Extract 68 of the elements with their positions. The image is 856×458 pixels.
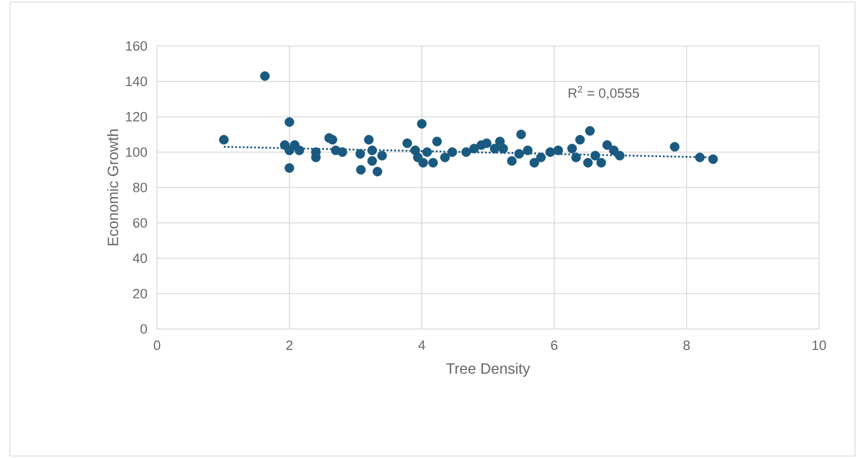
x-tick-label: 6 — [551, 340, 558, 350]
point — [590, 150, 600, 160]
point — [447, 147, 458, 157]
point — [553, 146, 563, 156]
y-tick-label: 40 — [132, 253, 147, 263]
point — [670, 142, 680, 152]
y-tick-label: 160 — [126, 41, 147, 51]
y-tick-label: 100 — [126, 147, 147, 157]
point — [328, 134, 338, 145]
point — [575, 134, 585, 145]
point — [495, 136, 505, 146]
point — [294, 146, 304, 156]
point — [545, 147, 556, 157]
point — [530, 158, 540, 168]
point — [422, 147, 432, 157]
point — [219, 134, 229, 145]
x-tick-label: 4 — [418, 340, 426, 350]
point — [280, 140, 290, 150]
point — [536, 152, 546, 162]
point — [355, 149, 366, 159]
x-tick-label: 10 — [812, 340, 826, 350]
point — [602, 140, 612, 150]
point — [469, 144, 479, 154]
point — [417, 119, 427, 129]
x-tick-label: 8 — [683, 340, 690, 350]
point — [428, 158, 438, 168]
y-tick-label: 120 — [126, 112, 147, 122]
y-tick-label: 60 — [133, 218, 147, 228]
point — [585, 126, 595, 136]
point — [284, 117, 294, 127]
point — [695, 152, 705, 162]
point — [338, 147, 348, 157]
point — [567, 144, 577, 154]
point — [482, 138, 492, 148]
point — [490, 144, 500, 154]
annotation: R$^{2}$ = 0,0555 — [568, 86, 639, 100]
point — [583, 158, 593, 168]
point — [461, 147, 471, 157]
x-tick-label: 2 — [286, 340, 292, 350]
point — [516, 130, 526, 140]
point — [367, 146, 377, 156]
point — [596, 158, 606, 168]
y-axis-title: Economic Growth — [107, 130, 118, 246]
point — [614, 150, 625, 160]
y-tick-label: 20 — [133, 288, 147, 298]
point — [356, 164, 366, 175]
point — [284, 163, 294, 173]
point — [377, 150, 387, 160]
point — [514, 149, 524, 159]
point — [522, 146, 533, 156]
point — [367, 156, 377, 166]
y-tick-label: 0 — [140, 324, 147, 334]
point — [498, 144, 508, 154]
point — [571, 152, 581, 162]
x-axis-title: Tree Density — [446, 362, 530, 377]
point — [372, 166, 382, 176]
point — [418, 158, 428, 168]
point — [260, 71, 270, 81]
y-tick-label: 140 — [126, 76, 147, 86]
point — [608, 146, 619, 156]
point — [507, 156, 517, 166]
y-tick-label: 80 — [133, 182, 147, 192]
point — [708, 154, 718, 164]
point — [364, 134, 374, 145]
x-tick-label: 0 — [154, 340, 160, 350]
point — [440, 152, 450, 162]
point — [402, 138, 412, 148]
point — [432, 136, 442, 146]
